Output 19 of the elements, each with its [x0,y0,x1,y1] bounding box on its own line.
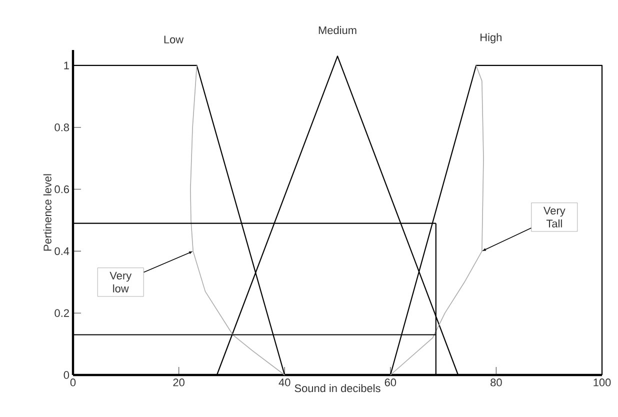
text: High [480,33,502,44]
x-tick-label: 20 [173,378,184,386]
y-tick-label: 0.2 [54,309,69,317]
x-tick-label: 40 [278,378,290,386]
y-tick-label: 0.4 [54,247,70,256]
y-tick-label: 0.6 [54,185,69,194]
x-tick-label: 0 [70,378,76,386]
text: Very Tall [543,206,566,228]
x-tick-label: 80 [490,378,502,386]
text: Very low [110,272,132,292]
y-axis-title: Pertinence level [43,174,52,251]
text: Low [164,36,184,44]
y-tick-label: 0 [64,371,70,379]
text: Medium [318,26,356,34]
y-tick-label: 1 [64,62,69,70]
x-tick-label: 60 [384,378,396,386]
x-axis-title: Sound in decibels [294,384,380,392]
x-tick-label: 100 [594,378,611,386]
y-tick-label: 0.8 [54,124,69,132]
